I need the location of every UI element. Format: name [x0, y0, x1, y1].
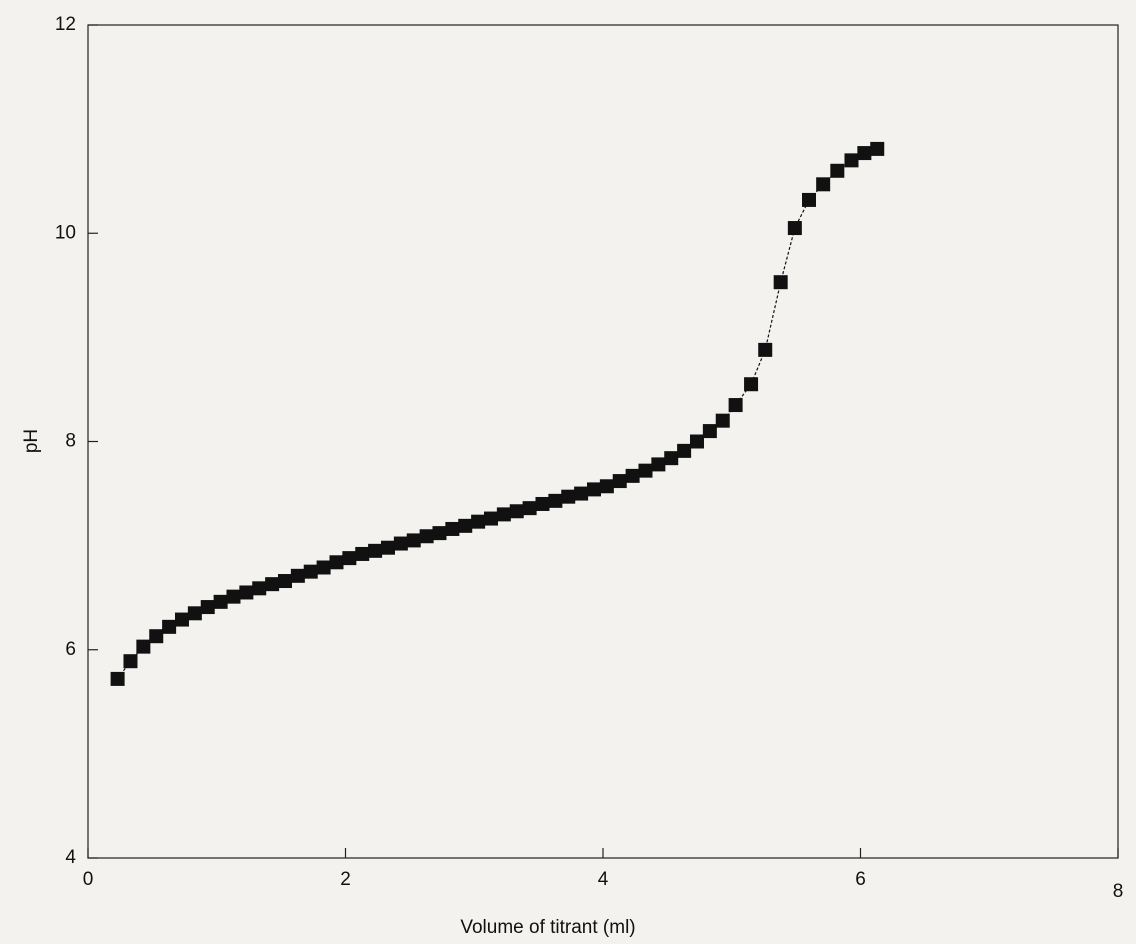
y-tick-label: 4 — [65, 847, 76, 868]
data-point — [773, 275, 788, 290]
data-point — [342, 551, 357, 566]
data-point — [136, 639, 151, 654]
data-point — [432, 526, 447, 541]
data-point — [471, 514, 486, 529]
y-axis-label: pH — [21, 429, 42, 453]
x-tick-label: 6 — [855, 869, 866, 890]
x-tick-label: 4 — [598, 869, 609, 890]
data-point — [702, 424, 717, 439]
plot-frame — [87, 24, 1119, 859]
data-point — [252, 581, 267, 596]
data-point — [110, 671, 125, 686]
data-point — [830, 163, 845, 178]
data-point — [802, 192, 816, 207]
data-point — [599, 479, 614, 494]
data-point — [123, 654, 138, 669]
y-tick-label: 10 — [55, 222, 76, 243]
data-point — [787, 221, 802, 236]
data-point — [677, 443, 692, 458]
y-tick-label: 8 — [65, 431, 76, 452]
data-point — [303, 564, 318, 579]
data-point — [483, 511, 498, 526]
data-point — [758, 342, 773, 357]
x-tick-label: 2 — [340, 869, 351, 890]
data-point — [548, 493, 563, 508]
data-point — [200, 600, 215, 615]
x-axis-label: Volume of titrant (ml) — [460, 917, 635, 938]
data-point — [574, 486, 589, 501]
data-point — [445, 521, 460, 536]
data-point — [612, 474, 627, 489]
data-point — [496, 507, 511, 522]
data-point — [744, 377, 759, 392]
data-point — [355, 546, 370, 561]
data-point — [316, 560, 331, 575]
data-point — [715, 413, 730, 428]
data-point — [290, 568, 305, 583]
data-point — [419, 529, 434, 544]
data-point — [458, 518, 473, 533]
data-point — [844, 153, 859, 168]
data-point — [816, 177, 831, 192]
data-point — [522, 501, 537, 516]
x-tick-label: 0 — [83, 869, 94, 890]
data-point — [239, 585, 254, 600]
data-point — [393, 536, 408, 551]
data-point — [870, 141, 885, 156]
data-point — [664, 451, 679, 466]
data-point — [535, 496, 550, 511]
data-point — [728, 398, 743, 413]
data-point — [187, 606, 202, 621]
data-point — [509, 504, 524, 519]
data-point — [586, 482, 601, 497]
data-point — [406, 533, 421, 548]
data-point — [265, 577, 280, 592]
data-point — [625, 468, 640, 483]
data-point — [689, 434, 704, 449]
y-tick-label: 6 — [65, 639, 76, 660]
data-point — [638, 463, 653, 478]
data-point — [162, 619, 177, 634]
data-point — [368, 543, 383, 558]
data-point — [329, 555, 344, 570]
data-point — [651, 457, 666, 472]
data-point — [213, 594, 228, 609]
data-point — [277, 574, 292, 589]
data-point — [857, 146, 872, 161]
data-point — [380, 540, 395, 555]
y-tick-label: 12 — [55, 14, 76, 35]
x-tick-label: 8 — [1113, 881, 1124, 902]
data-point — [561, 489, 576, 504]
data-point — [174, 612, 189, 627]
data-point — [149, 629, 164, 644]
data-point — [226, 589, 241, 604]
